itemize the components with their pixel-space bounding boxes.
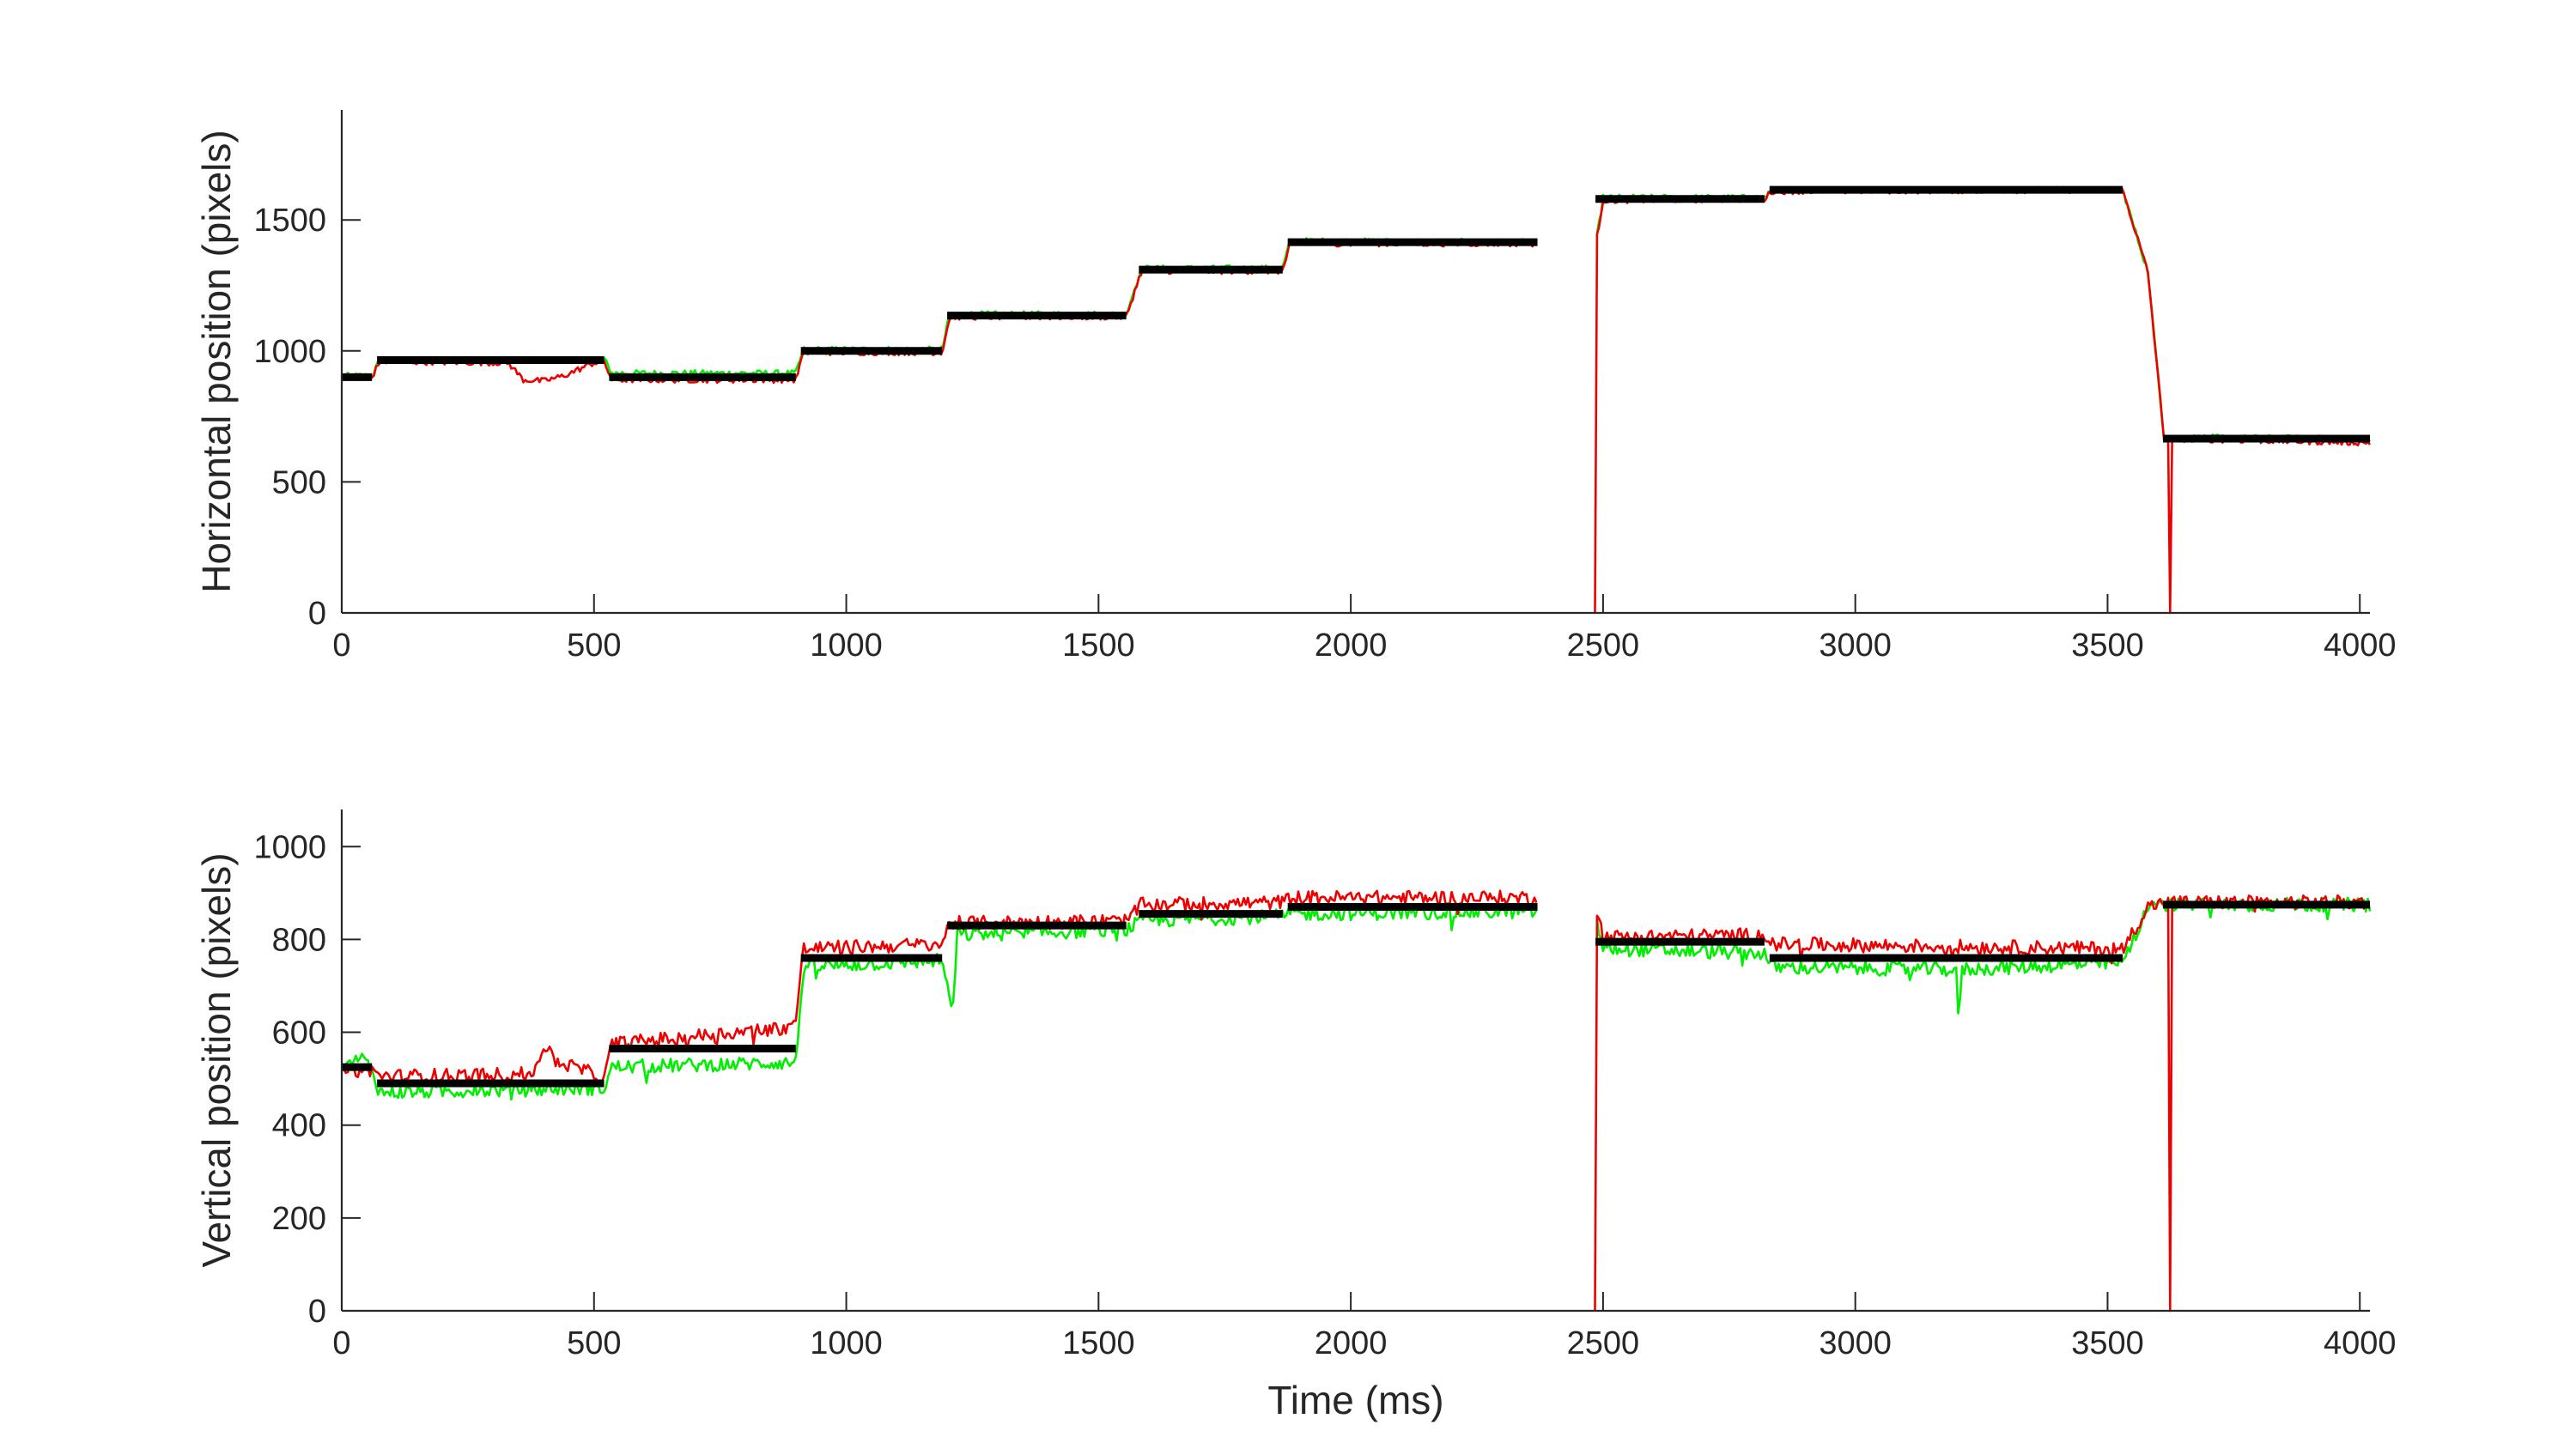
- y-tick-label: 600: [272, 1016, 326, 1052]
- x-tick-label: 2500: [1567, 627, 1640, 664]
- x-tick-label: 2500: [1567, 1325, 1640, 1361]
- x-axis-label: Time (ms): [1267, 1378, 1443, 1422]
- y-tick-label: 200: [272, 1201, 326, 1237]
- y-axis-label: Vertical position (pixels): [194, 852, 239, 1267]
- y-tick-label: 0: [308, 596, 326, 632]
- y-tick-label: 0: [308, 1294, 326, 1330]
- vertical-position-panel: 0 500 1000 1500 2000 2500 3000 3500 4000 0 200 400 6…: [194, 809, 2397, 1422]
- x-tick-label: 0: [332, 1325, 350, 1361]
- x-tick-label: 500: [567, 627, 621, 664]
- y-tick-label: 1000: [253, 334, 326, 370]
- series-green-trace: [341, 896, 2372, 1101]
- x-tick-label: 3000: [1819, 1325, 1892, 1361]
- x-tick-label: 3000: [1819, 627, 1892, 664]
- x-tick-label: 3500: [2071, 1325, 2144, 1361]
- x-tick-label: 1000: [810, 1325, 883, 1361]
- y-tick-label: 400: [272, 1108, 326, 1144]
- horizontal-position-panel: 0 500 1000 1500 2000 2500 3000 3500 4000 0 500 1000…: [194, 110, 2397, 664]
- x-tick-label: 3500: [2071, 627, 2144, 664]
- x-tick-label: 4000: [2324, 1325, 2397, 1361]
- y-tick-label: 1500: [253, 203, 326, 239]
- x-tick-label: 2000: [1315, 627, 1388, 664]
- y-axis-label: Horizontal position (pixels): [194, 130, 239, 592]
- x-tick-label: 1000: [810, 627, 883, 664]
- x-tick-label: 1500: [1062, 627, 1135, 664]
- y-tick-label: 800: [272, 922, 326, 958]
- x-tick-label: 0: [332, 627, 350, 664]
- x-tick-label: 1500: [1062, 1325, 1135, 1361]
- y-tick-label: 1000: [253, 829, 326, 865]
- x-tick-label: 2000: [1315, 1325, 1388, 1361]
- y-tick-label: 500: [272, 464, 326, 500]
- x-tick-label: 4000: [2324, 627, 2397, 664]
- x-tick-label: 500: [567, 1325, 621, 1361]
